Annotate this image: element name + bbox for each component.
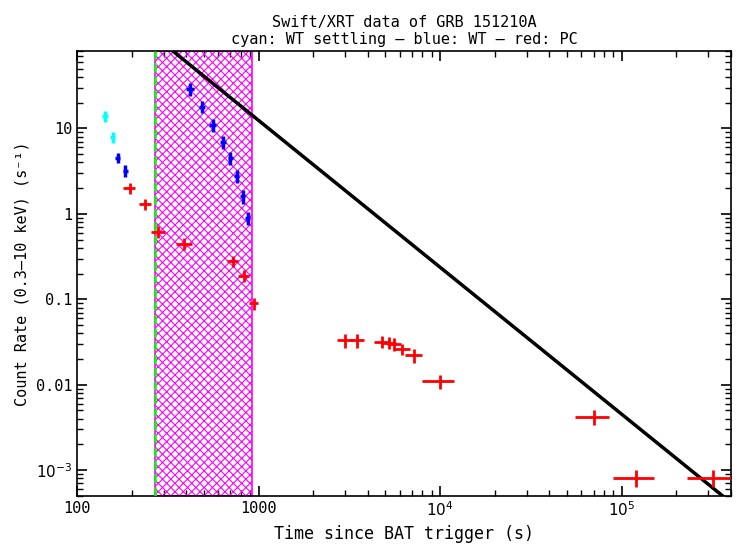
Y-axis label: Count Rate (0.3–10 keV) (s⁻¹): Count Rate (0.3–10 keV) (s⁻¹) <box>15 141 30 406</box>
X-axis label: Time since BAT trigger (s): Time since BAT trigger (s) <box>274 525 534 543</box>
Title: Swift/XRT data of GRB 151210A
cyan: WT settling – blue: WT – red: PC: Swift/XRT data of GRB 151210A cyan: WT s… <box>231 15 577 47</box>
Bar <box>155 51 252 496</box>
